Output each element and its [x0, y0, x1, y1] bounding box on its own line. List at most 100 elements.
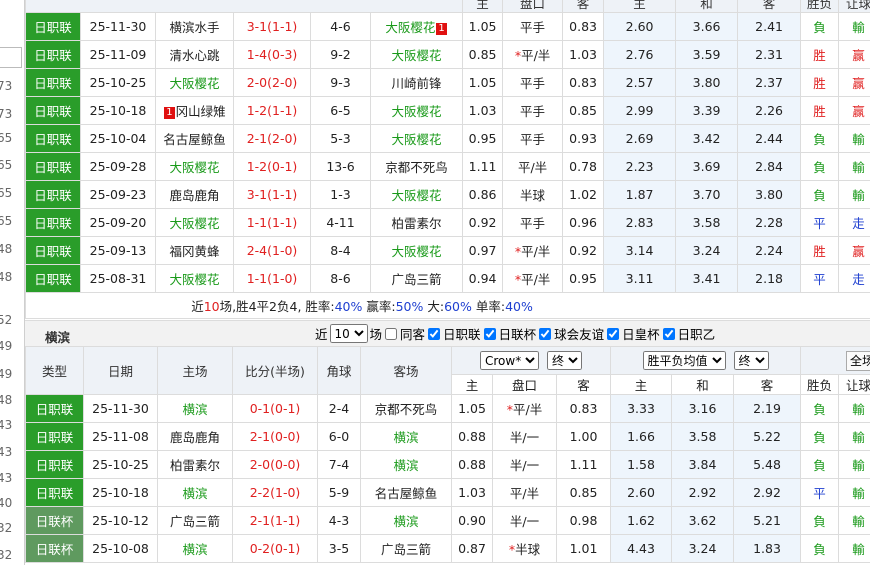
eu-cell: 3.59: [675, 40, 739, 69]
result-cell: 走: [838, 264, 870, 293]
away-cell: 大阪樱花: [369, 124, 464, 153]
eu-cell: 2.44: [737, 124, 802, 153]
score: 3-1(1-1): [246, 19, 298, 34]
handicap-mark: *: [508, 542, 516, 557]
home-team: 大阪樱花: [169, 216, 220, 231]
match-type: 日联杯: [35, 542, 74, 557]
result: 平: [813, 272, 826, 287]
away-cell: 广岛三箭: [360, 534, 452, 563]
select[interactable]: 胜平负均值: [642, 351, 726, 370]
odds: 0.78: [569, 159, 597, 174]
score: 3-1(1-1): [246, 187, 298, 202]
row-number: 32: [0, 548, 13, 562]
row-number: 65: [0, 158, 13, 172]
result: 負: [813, 402, 826, 417]
filter-label: 日职乙: [677, 327, 716, 342]
score: 0-1(0-1): [249, 401, 301, 416]
score: 0-2(0-1): [249, 541, 301, 556]
column-label: 让球: [846, 0, 870, 11]
result-cell: 負: [800, 534, 839, 563]
input-box[interactable]: [0, 47, 22, 68]
header-cell: 角球: [317, 346, 361, 395]
checkbox[interactable]: [662, 327, 675, 340]
eu-odds: 2.60: [627, 485, 655, 500]
summary-part: 近: [191, 299, 204, 314]
match-type: 日职联: [34, 244, 72, 259]
away-team: 大阪樱花: [391, 104, 442, 119]
eu-cell: 2.41: [737, 12, 802, 41]
handicap: 平/半: [513, 402, 543, 417]
match-row: 日职联 25-09-13 福冈黄蜂 2-4(1-0) 8-4 大阪樱花 0.97 *平/半 0.…: [25, 236, 870, 265]
corner-cell: 1-3: [310, 180, 371, 209]
checkbox[interactable]: [539, 327, 552, 340]
column-label: 比分(半场): [245, 364, 305, 379]
match-row: 日职联 25-09-20 大阪樱花 1-1(1-1) 4-11 柏雷素尔 0.92 平手 0.9…: [25, 208, 870, 237]
result-cell: 輸: [838, 124, 870, 153]
handicap-mark: *: [506, 402, 514, 417]
summary-part: 40%: [334, 299, 363, 314]
eu-odds: 3.58: [692, 215, 721, 230]
match-type: 日职联: [35, 486, 74, 501]
match-type: 日职联: [34, 104, 72, 119]
eu-cell: 5.21: [733, 506, 801, 535]
eu-cell: 2.76: [603, 40, 677, 69]
result: 胜: [813, 244, 826, 259]
score: 1-1(1-0): [246, 271, 298, 286]
match-type: 日联杯: [35, 514, 74, 529]
eu-cell: 3.66: [675, 12, 739, 41]
corners: 8-6: [330, 271, 351, 286]
eu-cell: 1.58: [610, 450, 672, 479]
select[interactable]: Crow*: [480, 351, 539, 370]
score-cell: 1-4(0-3): [233, 40, 311, 69]
odds: 0.92: [468, 215, 497, 230]
handicap: 半/一: [509, 514, 540, 529]
type-cell: 日职联: [25, 208, 81, 237]
select[interactable]: 终: [733, 351, 769, 370]
eu-cell: 3.41: [675, 264, 739, 293]
odds-cell: 1.11: [462, 152, 504, 181]
odds: 0.90: [458, 513, 486, 528]
select[interactable]: 终: [547, 351, 582, 370]
date: 25-09-23: [89, 187, 147, 202]
checkbox[interactable]: [385, 327, 398, 340]
date: 25-09-13: [89, 243, 147, 258]
handicap-result: 赢: [852, 244, 865, 259]
checkbox[interactable]: [428, 327, 441, 340]
home-team: 广岛三箭: [169, 514, 220, 529]
away-team: 京都不死鸟: [385, 160, 448, 175]
filter-label: 球会友谊: [554, 327, 605, 342]
result: 負: [813, 20, 826, 35]
odds-cell: 1.03: [562, 40, 605, 69]
handicap: 半球: [520, 188, 546, 203]
away-team: 广岛三箭: [391, 272, 442, 287]
date-cell: 25-10-25: [80, 68, 156, 97]
checkbox[interactable]: [483, 327, 496, 340]
history-table: 主 盘口 客 主 和 客 胜负 让球 日职联 25-11-30 横滨水手 3-1(1-1) 4-6 大阪樱…: [24, 0, 870, 319]
home-cell: 1 冈山绿雉: [155, 96, 234, 125]
eu-odds: 3.80: [692, 75, 721, 90]
eu-odds: 3.70: [692, 187, 721, 202]
red-card: 1: [164, 107, 175, 119]
scope-button[interactable]: 全场: [846, 350, 870, 371]
handicap-result: 赢: [852, 48, 865, 63]
odds-cell: 1.05: [451, 394, 493, 423]
corners: 1-3: [330, 187, 351, 202]
column-label: 客: [762, 0, 776, 11]
odds: 0.96: [569, 215, 597, 230]
corners: 5-3: [330, 131, 351, 146]
odds: 0.86: [468, 187, 497, 202]
odds: 0.83: [569, 19, 597, 34]
header-cell: 全场: [799, 346, 870, 375]
handicap-result: 走: [852, 216, 865, 231]
row-number: 40: [0, 496, 13, 510]
handicap-result: 輸: [852, 486, 865, 501]
result-cell: 赢: [838, 40, 870, 69]
count-select[interactable]: 10: [329, 324, 368, 343]
match-type: 日职联: [34, 188, 72, 203]
odds-cell: 0.92: [462, 208, 504, 237]
odds: 0.94: [468, 271, 497, 286]
home-team: 大阪樱花: [169, 272, 220, 287]
checkbox[interactable]: [607, 327, 620, 340]
odds-cell: 0.96: [562, 208, 605, 237]
row-number: 49: [0, 339, 13, 353]
